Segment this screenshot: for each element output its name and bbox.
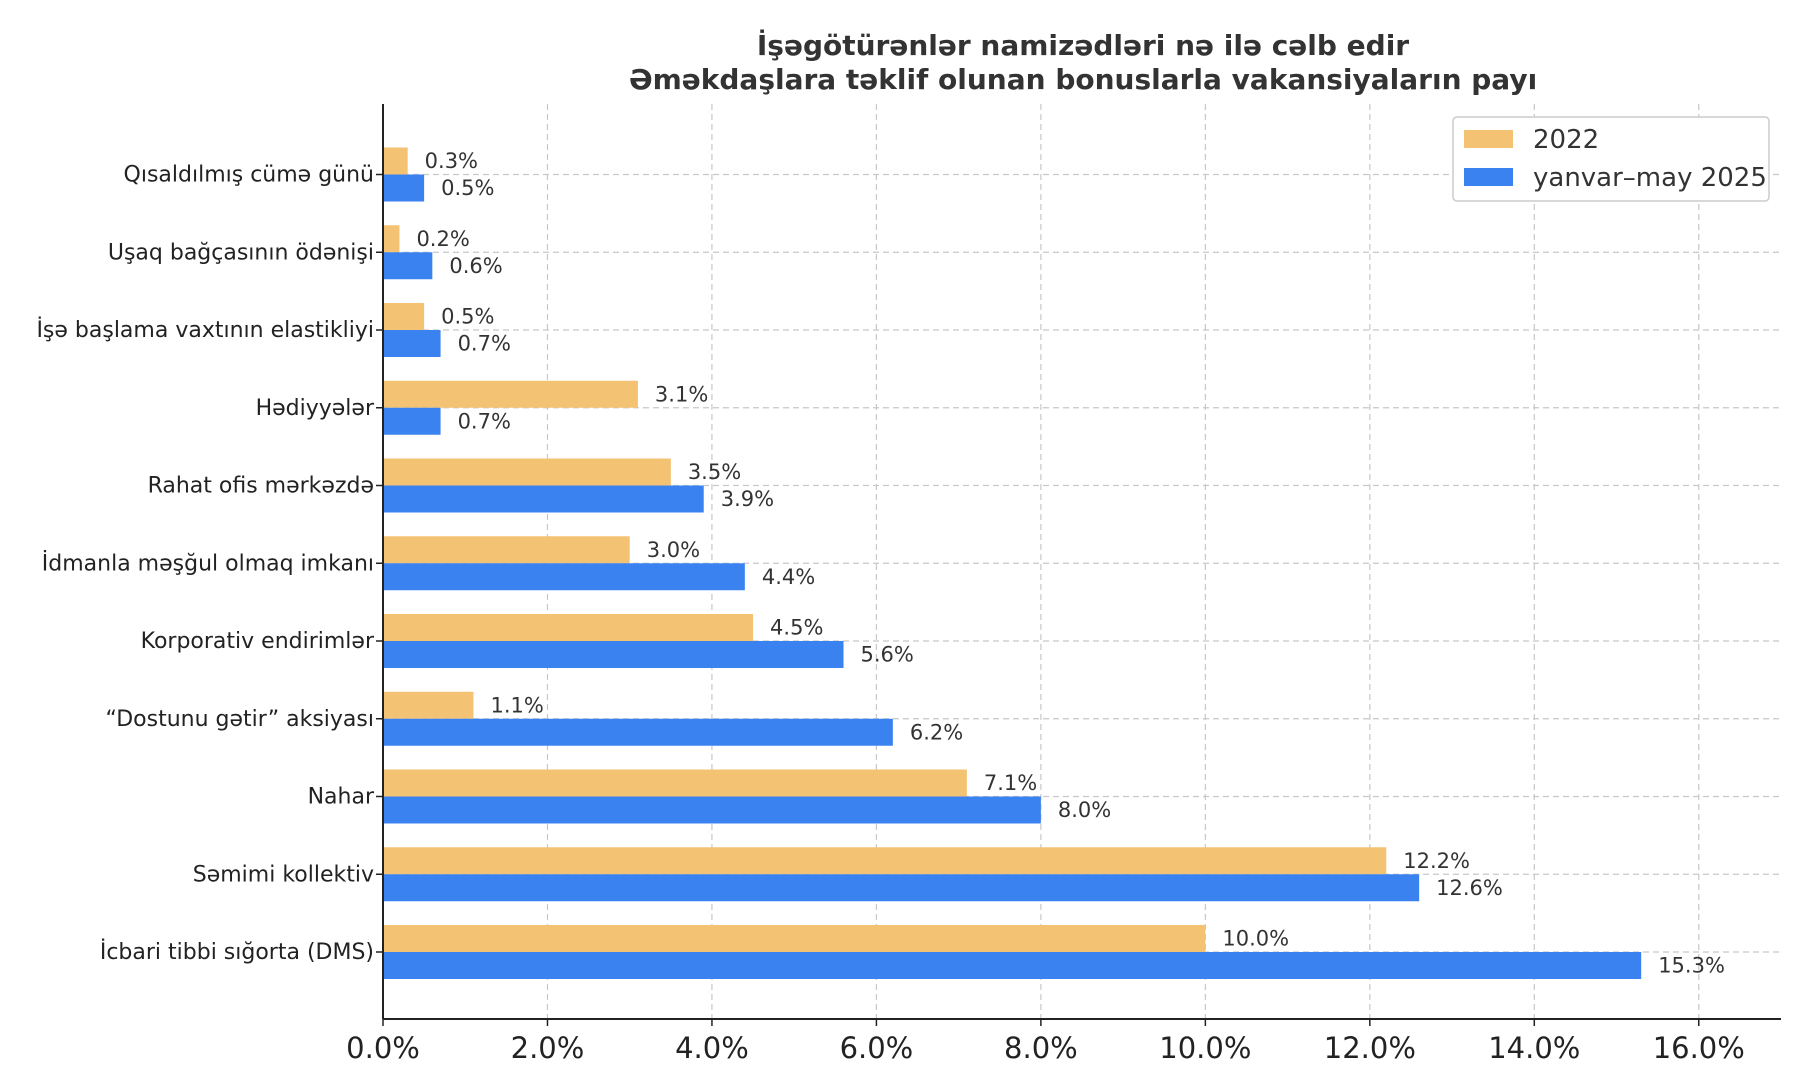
data-label: 0.7% [458, 332, 511, 356]
x-tick-label: 0.0% [346, 1031, 420, 1065]
legend-box [1452, 116, 1770, 202]
data-label: 8.0% [1058, 798, 1111, 822]
category-label: Hədiyyələr [256, 396, 375, 421]
x-tick-label: 8.0% [1004, 1031, 1078, 1065]
data-label: 0.6% [449, 254, 502, 278]
legend-label: 2022 [1533, 125, 1599, 155]
chart-title: İşəgötürənlər namizədləri nə ilə cəlb ed… [757, 28, 1409, 62]
x-tick-label: 16.0% [1653, 1031, 1745, 1065]
x-tick-label: 10.0% [1159, 1031, 1251, 1065]
bar-2025 [383, 796, 1041, 824]
legend-swatch-2022 [1464, 130, 1513, 148]
data-label: 0.7% [458, 409, 511, 433]
bar-2025 [383, 407, 441, 435]
data-label: 12.6% [1436, 876, 1503, 900]
x-tick-label: 2.0% [511, 1031, 585, 1065]
data-label: 4.4% [762, 565, 815, 589]
data-label: 3.9% [721, 487, 774, 511]
bar-2022 [383, 303, 425, 330]
bar-2025 [383, 485, 704, 513]
bar-2022 [383, 380, 638, 408]
bar-2025 [383, 952, 1642, 979]
x-tick-label: 12.0% [1324, 1031, 1416, 1065]
bar-2025 [383, 718, 893, 746]
legend: 2022 yanvar–may 2025 [1452, 116, 1770, 202]
bar-2022 [383, 691, 474, 719]
bar-2022 [383, 458, 671, 486]
bar-2025 [383, 252, 433, 280]
bar-2022 [383, 536, 630, 564]
category-label: “Dostunu gətir” aksiyası [105, 707, 374, 732]
bar-2022 [383, 847, 1387, 875]
x-tick-label: 6.0% [840, 1031, 914, 1065]
legend-swatch-2025 [1464, 168, 1513, 186]
data-label: 5.6% [861, 643, 914, 667]
category-label: Uşaq bağçasının ödənişi [108, 240, 374, 265]
category-label: Nahar [308, 785, 375, 810]
data-label: 0.3% [425, 149, 478, 173]
x-tick-label: 4.0% [675, 1031, 749, 1065]
data-label: 6.2% [910, 720, 963, 744]
data-label: 7.1% [984, 771, 1037, 795]
bar-2022 [383, 614, 754, 641]
labels: 0.3% 0.2% 0.5% 3.1% 3.5% 3.0% 4.5% 1.1% 7.1% 12.2… [36, 149, 1744, 1065]
data-label: 3.5% [688, 460, 741, 484]
x-tick-label: 14.0% [1488, 1031, 1580, 1065]
bar-2022 [383, 925, 1206, 952]
category-label: Korporativ endirimlər [141, 629, 375, 654]
data-label: 0.2% [416, 227, 469, 251]
data-label: 10.0% [1222, 927, 1289, 951]
bar-2022 [383, 225, 400, 253]
bar-2025 [383, 174, 425, 202]
category-label: İcbari tibbi sığorta (DMS) [100, 939, 374, 965]
legend-label: yanvar–may 2025 [1533, 163, 1767, 193]
data-label: 12.2% [1403, 849, 1470, 873]
axes [376, 104, 1781, 1026]
bar-2025 [383, 641, 844, 668]
category-label: Qısaldılmış cümə günü [124, 163, 374, 188]
bars [383, 147, 1642, 979]
data-label: 3.1% [655, 382, 708, 406]
data-label: 15.3% [1658, 954, 1725, 978]
data-label: 4.5% [770, 616, 823, 640]
bar-2025 [383, 563, 745, 591]
data-label: 0.5% [441, 176, 494, 200]
data-label: 3.0% [647, 538, 700, 562]
category-label: İşə başlama vaxtının elastikliyi [36, 317, 374, 343]
bar-2025 [383, 874, 1420, 902]
category-label: Rahat ofis mərkəzdə [148, 474, 374, 499]
bar-2022 [383, 147, 408, 175]
category-label: İdmanla məşğul olmaq imkanı [42, 550, 374, 576]
bar-2022 [383, 769, 967, 797]
data-label: 1.1% [490, 693, 543, 717]
chart-subtitle: Əməkdaşlara təklif olunan bonuslarla vak… [629, 63, 1537, 96]
category-label: Səmimi kollektiv [193, 862, 374, 887]
data-label: 0.5% [441, 305, 494, 329]
bar-2025 [383, 330, 441, 357]
